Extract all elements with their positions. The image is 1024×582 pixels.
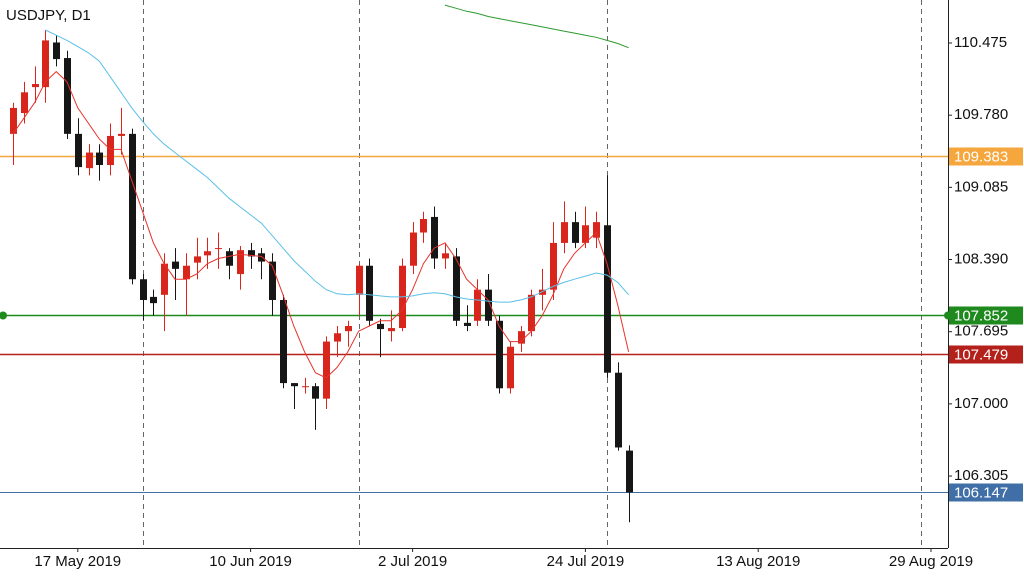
candle-body: [366, 265, 373, 321]
candle-body: [118, 133, 125, 136]
candle-body: [204, 251, 211, 256]
candle-body: [21, 92, 28, 114]
candle-body: [215, 248, 222, 250]
moving-average: [12, 70, 630, 379]
x-tick-label: 29 Aug 2019: [889, 553, 973, 570]
candle-body: [280, 300, 287, 384]
y-tick-label: 108.390: [954, 250, 1008, 267]
candle-body: [334, 333, 341, 342]
candle-body: [453, 256, 460, 321]
y-tick-label: 107.695: [954, 323, 1008, 340]
candle-body: [75, 133, 82, 168]
candle-body: [593, 222, 600, 238]
candle-body: [582, 225, 589, 243]
candle-body: [539, 289, 546, 295]
candle-body: [528, 294, 535, 332]
candle-body: [518, 331, 525, 344]
candle-body: [64, 58, 71, 134]
candle-body: [388, 328, 395, 332]
level-label-box: [949, 483, 1023, 502]
candle-body: [96, 152, 103, 166]
candle-body: [323, 341, 330, 399]
candle-body: [377, 323, 384, 330]
candle-body: [258, 253, 265, 262]
level-handle: [0, 311, 7, 320]
candle-body: [464, 322, 471, 326]
candle-body: [474, 289, 481, 321]
level-label-box: [949, 147, 1023, 166]
level-label: 107.479: [954, 346, 1008, 363]
candle-body: [194, 256, 201, 263]
candle-body: [420, 219, 427, 233]
candle-body: [10, 107, 17, 134]
candle-body: [129, 133, 136, 280]
y-tick-label: 109.780: [954, 106, 1008, 123]
candle-body: [356, 265, 363, 295]
candle-body: [312, 386, 319, 399]
moving-average: [45, 29, 629, 303]
candle-body: [431, 216, 438, 259]
level-label-box: [949, 306, 1023, 325]
candle-body: [615, 372, 622, 448]
candle-body: [561, 222, 568, 243]
level-label: 109.383: [954, 148, 1008, 165]
level-label-box: [949, 345, 1023, 364]
candle-body: [604, 225, 611, 373]
candle-body: [107, 135, 114, 166]
candle-body: [53, 42, 60, 60]
candle-body: [507, 346, 514, 389]
candle-body: [410, 232, 417, 266]
x-tick-label: 24 Jul 2019: [547, 553, 625, 570]
candle-body: [172, 261, 179, 269]
candle-body: [550, 242, 557, 290]
x-tick-label: 2 Jul 2019: [378, 553, 447, 570]
moving-average: [444, 4, 629, 49]
candle-body: [226, 251, 233, 266]
candle-body: [237, 250, 244, 275]
candle-body: [302, 386, 309, 388]
y-tick-label: 109.085: [954, 178, 1008, 195]
candle-body: [269, 261, 276, 301]
y-tick-label: 107.000: [954, 395, 1008, 412]
candle-body: [42, 40, 49, 88]
candle-body: [291, 383, 298, 387]
candle-body: [248, 250, 255, 257]
x-tick-label: 10 Jun 2019: [209, 553, 292, 570]
candle-body: [572, 222, 579, 243]
candle-body: [150, 296, 157, 304]
candle-body: [485, 289, 492, 321]
level-label: 106.147: [954, 484, 1008, 501]
candle-body: [626, 450, 633, 493]
y-tick-label: 110.475: [954, 34, 1007, 51]
candle-body: [32, 84, 39, 88]
candle-body: [140, 279, 147, 301]
candle-body: [86, 152, 93, 169]
candle-body: [496, 320, 503, 389]
candle-body: [442, 253, 449, 259]
y-tick-label: 106.305: [954, 467, 1008, 484]
candle-body: [345, 325, 352, 332]
x-tick-label: 17 May 2019: [34, 553, 121, 570]
level-label: 107.852: [954, 307, 1008, 324]
candle-body: [183, 265, 190, 280]
candle-body: [161, 263, 168, 295]
chart-title: USDJPY, D1: [6, 7, 91, 24]
x-tick-label: 13 Aug 2019: [716, 553, 800, 570]
